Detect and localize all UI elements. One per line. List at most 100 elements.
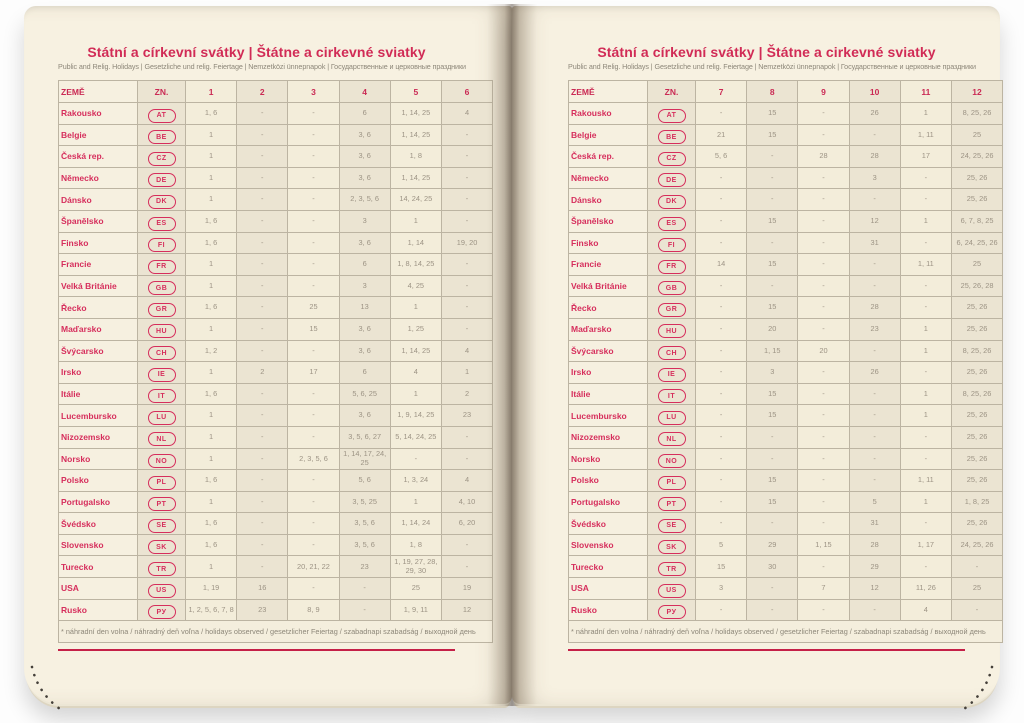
- holiday-dates-cell: 24, 25, 26: [950, 145, 1004, 168]
- table-header: ZEMĚ ZN. 1 2 3 4 5 6: [58, 80, 494, 103]
- holiday-dates-cell: -: [848, 382, 901, 406]
- holiday-dates-cell: 1, 14, 17, 24, 25: [338, 447, 391, 471]
- holiday-dates-cell: -: [899, 447, 952, 471]
- country-code-cell: PL: [647, 469, 696, 492]
- country-code-badge: AT: [657, 108, 686, 123]
- table-row: Lucembursko LU 1- -3, 6 1, 9, 14, 25 23: [58, 404, 494, 427]
- table-body: Rakousko AT 1, 6- -6 1, 14, 25 4 Belgie BE 1- -3,…: [58, 102, 494, 622]
- country-code-badge: SK: [147, 540, 176, 555]
- footnote-row: * náhradní den volna / náhradný deň voľn…: [567, 620, 1004, 644]
- table-row: Rusko РУ - - - -4-: [568, 598, 1004, 622]
- page-subtitle: Public and Relig. Holidays | Gesetzliche…: [58, 62, 466, 71]
- holiday-dates-cell: -: [797, 317, 850, 341]
- table-row: Řecko GR 1, 6-25 13 1-: [58, 296, 494, 319]
- country-name: Řecko: [58, 296, 138, 319]
- country-code-cell: FI: [137, 231, 186, 255]
- holiday-dates-cell: 14: [694, 253, 748, 276]
- holiday-dates-cell: -: [236, 166, 289, 190]
- country-code-cell: GR: [647, 296, 696, 319]
- country-code-cell: CZ: [647, 145, 696, 168]
- holiday-dates-cell: -: [236, 253, 289, 276]
- holiday-dates-cell: 12: [440, 598, 494, 622]
- holiday-dates-cell: 3, 6: [338, 166, 391, 190]
- holiday-dates-cell: -: [797, 361, 850, 384]
- holiday-dates-cell: -: [287, 253, 340, 276]
- table-header: ZEMĚ ZN. 7 8 9 10 11 12: [568, 80, 1004, 103]
- table-row: Finsko FI - - -31-6, 24, 25, 26: [568, 231, 1004, 255]
- country-name: Norsko: [58, 447, 138, 471]
- holiday-dates-cell: -: [848, 598, 901, 622]
- country-code-badge: BE: [147, 130, 176, 145]
- holiday-dates-cell: -: [694, 209, 748, 233]
- country-code-cell: BE: [647, 123, 696, 147]
- page-subtitle: Public and Relig. Holidays | Gesetzliche…: [568, 62, 976, 71]
- table-row: Švýcarsko CH -1, 15 20-1 8, 25, 26: [568, 339, 1004, 363]
- country-code-cell: DK: [647, 188, 696, 211]
- holiday-dates-cell: 2, 3, 5, 6: [287, 447, 340, 471]
- country-code-badge: NO: [657, 454, 686, 469]
- holiday-dates-cell: -: [236, 512, 289, 535]
- column-header: ZN.: [137, 80, 186, 103]
- holiday-dates-cell: -: [236, 274, 289, 298]
- country-code-badge: ES: [147, 216, 176, 231]
- holiday-dates-cell: -: [694, 512, 748, 535]
- holiday-dates-cell: -: [899, 274, 952, 298]
- country-name: Dánsko: [58, 188, 138, 211]
- table-row: Slovensko SK 5 29 1, 15 28 1, 17 24, 25, 26: [568, 533, 1004, 557]
- column-header: ZN.: [647, 80, 696, 103]
- table-row: Finsko FI 1, 6- -3, 6 1, 14 19, 20: [58, 231, 494, 255]
- holiday-dates-cell: 1: [389, 490, 442, 514]
- country-code-badge: SE: [147, 518, 176, 533]
- holiday-dates-cell: 4: [440, 339, 494, 363]
- holiday-dates-cell: 1, 8: [389, 533, 442, 557]
- holiday-dates-cell: 15: [746, 382, 799, 406]
- holiday-dates-cell: -: [236, 317, 289, 341]
- holiday-dates-cell: 5: [694, 533, 748, 557]
- holiday-dates-cell: 4, 25: [389, 274, 442, 298]
- country-code-badge: FR: [657, 259, 686, 274]
- holiday-dates-cell: 1: [389, 296, 442, 319]
- holiday-dates-cell: -: [440, 317, 494, 341]
- table-row: Česká rep. CZ 5, 6-28 28 17 24, 25, 26: [568, 145, 1004, 168]
- holiday-dates-cell: -: [338, 598, 391, 622]
- holiday-dates-cell: -: [694, 231, 748, 255]
- country-name: Nizozemsko: [58, 425, 138, 449]
- holiday-dates-cell: 1, 14, 25: [389, 166, 442, 190]
- holiday-dates-cell: 29: [848, 555, 901, 579]
- holiday-dates-cell: 3, 6: [338, 145, 391, 168]
- holiday-dates-cell: 6: [338, 361, 391, 384]
- holiday-dates-cell: 19, 20: [440, 231, 494, 255]
- holiday-dates-cell: 1: [899, 404, 952, 427]
- country-code-badge: CH: [657, 346, 686, 361]
- holiday-dates-cell: 1: [899, 209, 952, 233]
- country-name: Velká Británie: [568, 274, 648, 298]
- holiday-dates-cell: -: [848, 469, 901, 492]
- country-code-badge: TR: [147, 562, 176, 577]
- holiday-dates-cell: 28: [848, 296, 901, 319]
- holiday-dates-cell: 1, 11: [899, 123, 952, 147]
- country-code-cell: РУ: [647, 598, 696, 622]
- country-code-cell: DE: [647, 166, 696, 190]
- holiday-dates-cell: -: [746, 166, 799, 190]
- table-row: Turecko TR 15 30-29- -: [568, 555, 1004, 579]
- holiday-dates-cell: 1, 6: [184, 469, 238, 492]
- country-code-badge: DE: [147, 173, 176, 188]
- holiday-dates-cell: -: [694, 361, 748, 384]
- holiday-dates-cell: 15: [746, 296, 799, 319]
- holiday-dates-cell: -: [797, 188, 850, 211]
- country-code-badge: CH: [147, 346, 176, 361]
- table-row: Francie FR 1- -6 1, 8, 14, 25-: [58, 253, 494, 276]
- holiday-dates-cell: -: [236, 447, 289, 471]
- country-name: Rakousko: [568, 102, 648, 125]
- holiday-dates-cell: -: [440, 188, 494, 211]
- holiday-dates-cell: -: [236, 404, 289, 427]
- holiday-dates-cell: 1, 14, 25: [389, 102, 442, 125]
- holiday-dates-cell: 1: [184, 123, 238, 147]
- holiday-dates-cell: 6, 7, 8, 25: [950, 209, 1004, 233]
- holiday-dates-cell: -: [287, 512, 340, 535]
- holiday-dates-cell: 25, 26: [950, 425, 1004, 449]
- country-code-cell: GB: [137, 274, 186, 298]
- country-code-badge: HU: [147, 324, 176, 339]
- holiday-dates-cell: 4: [440, 469, 494, 492]
- red-divider: [58, 649, 455, 652]
